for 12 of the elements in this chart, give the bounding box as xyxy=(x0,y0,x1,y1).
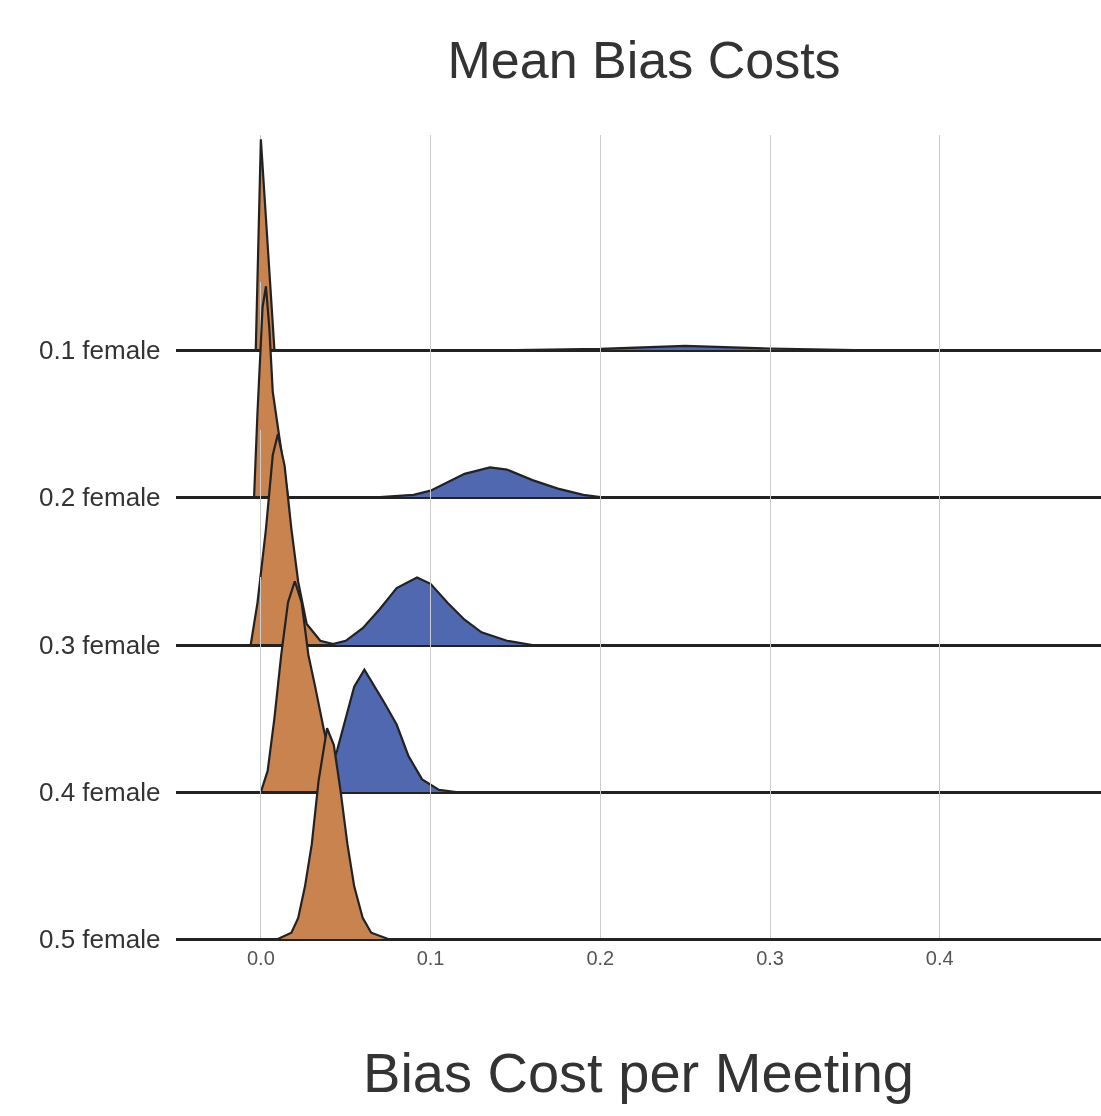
x-tick-label: 0.3 xyxy=(756,947,784,969)
x-tick-label: 0.2 xyxy=(586,947,615,969)
chart-title: Mean Bias Costs xyxy=(447,31,841,90)
y-axis-title: 0.3 female xyxy=(39,629,161,660)
x-tick-label: 0.0 xyxy=(246,947,275,969)
y-axis-title: 0.1 female xyxy=(39,335,161,365)
y-axis-title: 0.4 female xyxy=(39,776,161,807)
y-axis-title: 0.2 female xyxy=(39,482,161,513)
y-axis-title: 0.5 female xyxy=(39,924,161,954)
x-tick-label: 0.4 xyxy=(925,947,954,969)
x-tick-label: 0.1 xyxy=(416,947,445,969)
x-axis-title: Bias Cost per Meeting xyxy=(363,1041,914,1105)
